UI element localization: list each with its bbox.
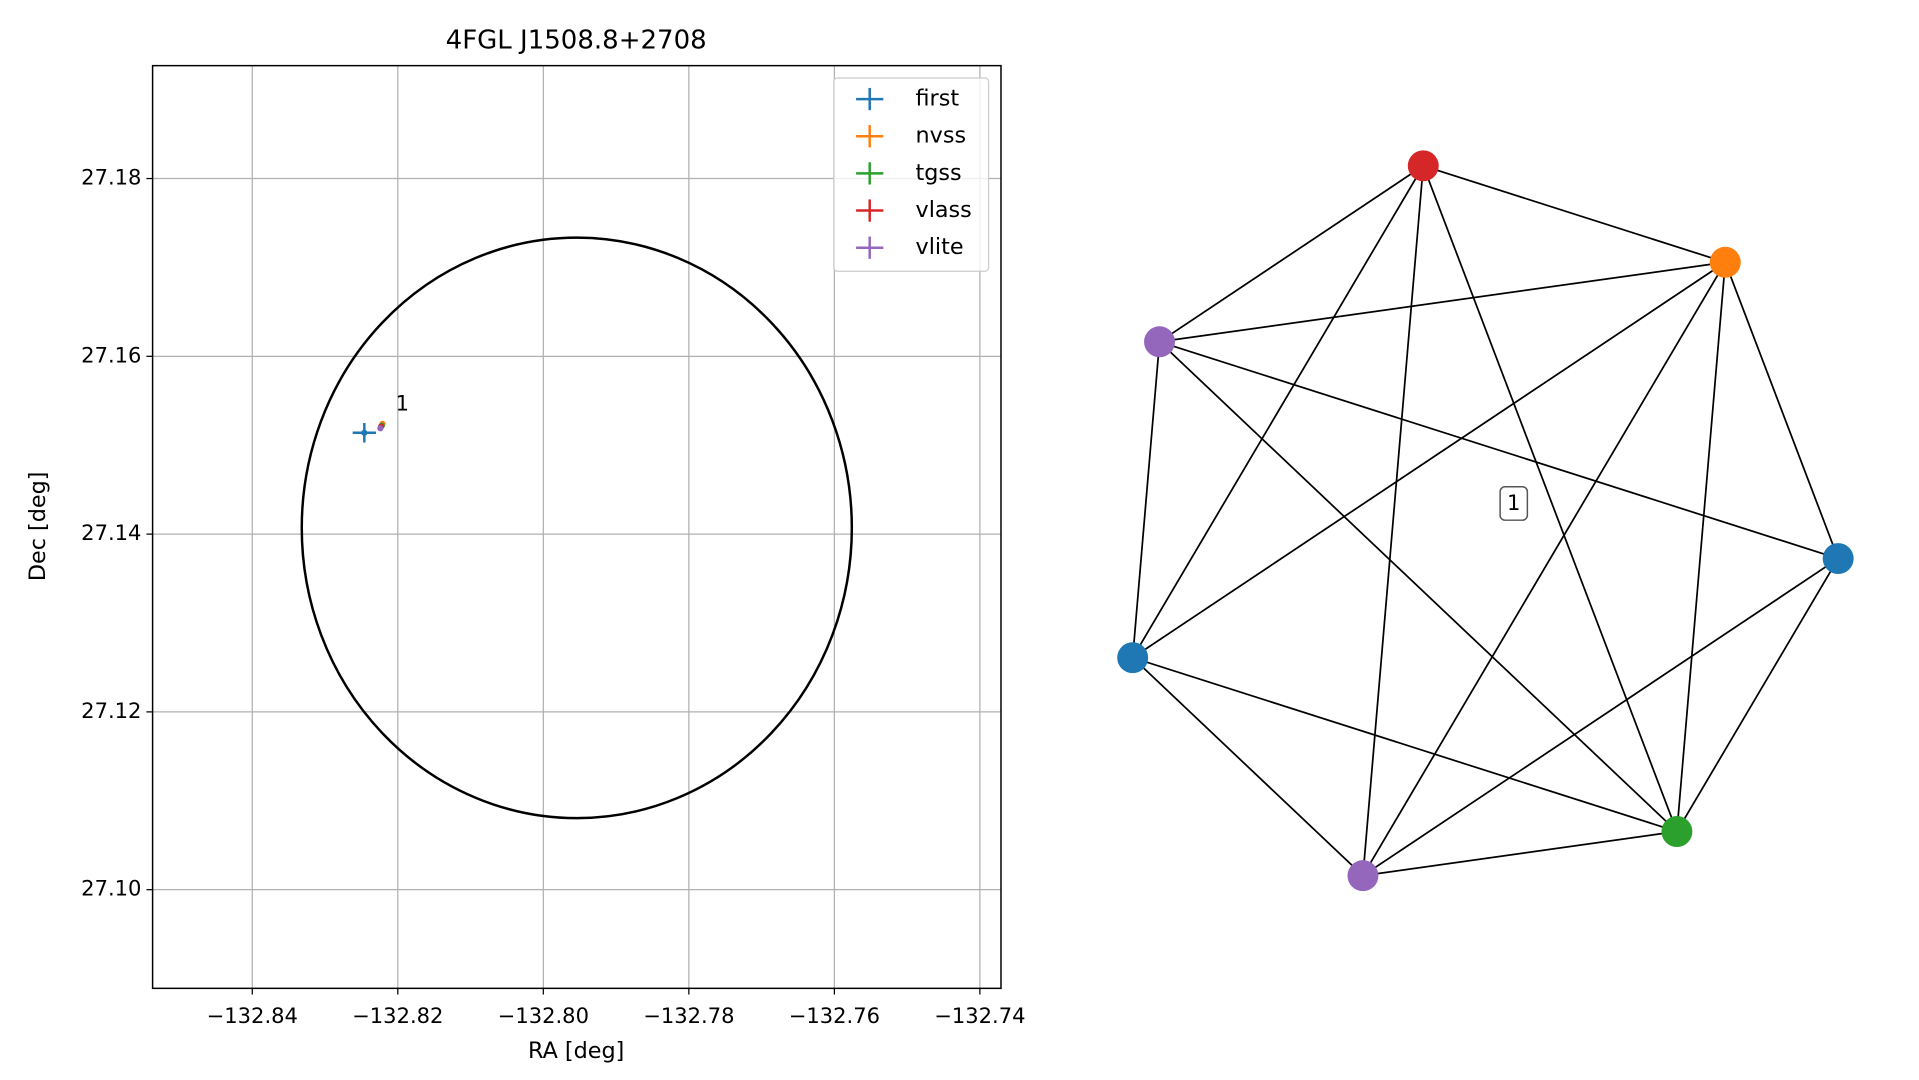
cluster-label: 1 (1507, 490, 1520, 515)
y-axis-label: Dec [deg] (25, 472, 51, 582)
edge (1724, 261, 1839, 559)
node (1822, 543, 1854, 575)
x-tick-label: −132.82 (352, 1003, 443, 1028)
edge (1132, 656, 1678, 833)
point (377, 425, 384, 432)
edge (1422, 164, 1726, 264)
legend-box (833, 77, 990, 272)
edge (1131, 165, 1425, 659)
edge (1676, 558, 1839, 832)
edge (1159, 165, 1424, 343)
edge (1362, 165, 1425, 876)
edge (1362, 557, 1839, 877)
cluster-label-box (1499, 485, 1529, 521)
edge (1676, 262, 1727, 832)
legend-label: vlite (916, 234, 964, 260)
edge (1362, 830, 1678, 877)
chart-title: 4FGL J1508.8+2708 (446, 25, 707, 55)
legend-label: tgss (916, 160, 962, 186)
error-ellipse (300, 236, 854, 820)
x-tick-label: −132.80 (498, 1003, 589, 1028)
x-tick-label: −132.84 (207, 1003, 298, 1028)
edge (1132, 657, 1364, 877)
node (1661, 816, 1693, 848)
y-tick-label: 27.10 (81, 876, 141, 901)
y-tick-label: 27.16 (81, 342, 141, 367)
node (1347, 860, 1379, 892)
point (361, 429, 368, 436)
node (1144, 326, 1176, 358)
node (1709, 246, 1741, 278)
y-tick-label: 27.14 (81, 520, 141, 545)
x-tick-label: −132.74 (934, 1003, 1025, 1028)
legend-label: nvss (916, 123, 967, 149)
legend-label: vlass (916, 197, 972, 223)
edge (1131, 341, 1161, 658)
edge (1422, 165, 1678, 832)
plot-frame (151, 64, 1002, 990)
node (1117, 642, 1149, 674)
edge (1362, 261, 1727, 877)
legend-label: first (916, 86, 960, 112)
node (1407, 150, 1439, 182)
edge (1159, 340, 1839, 560)
edge (1159, 261, 1726, 343)
annotation: 1 (396, 391, 409, 416)
x-axis-label: RA [deg] (528, 1038, 624, 1064)
y-tick-label: 27.18 (81, 165, 141, 190)
x-tick-label: −132.78 (643, 1003, 734, 1028)
y-tick-label: 27.12 (81, 698, 141, 723)
edge (1158, 341, 1678, 833)
edge (1132, 261, 1726, 659)
x-tick-label: −132.76 (789, 1003, 880, 1028)
